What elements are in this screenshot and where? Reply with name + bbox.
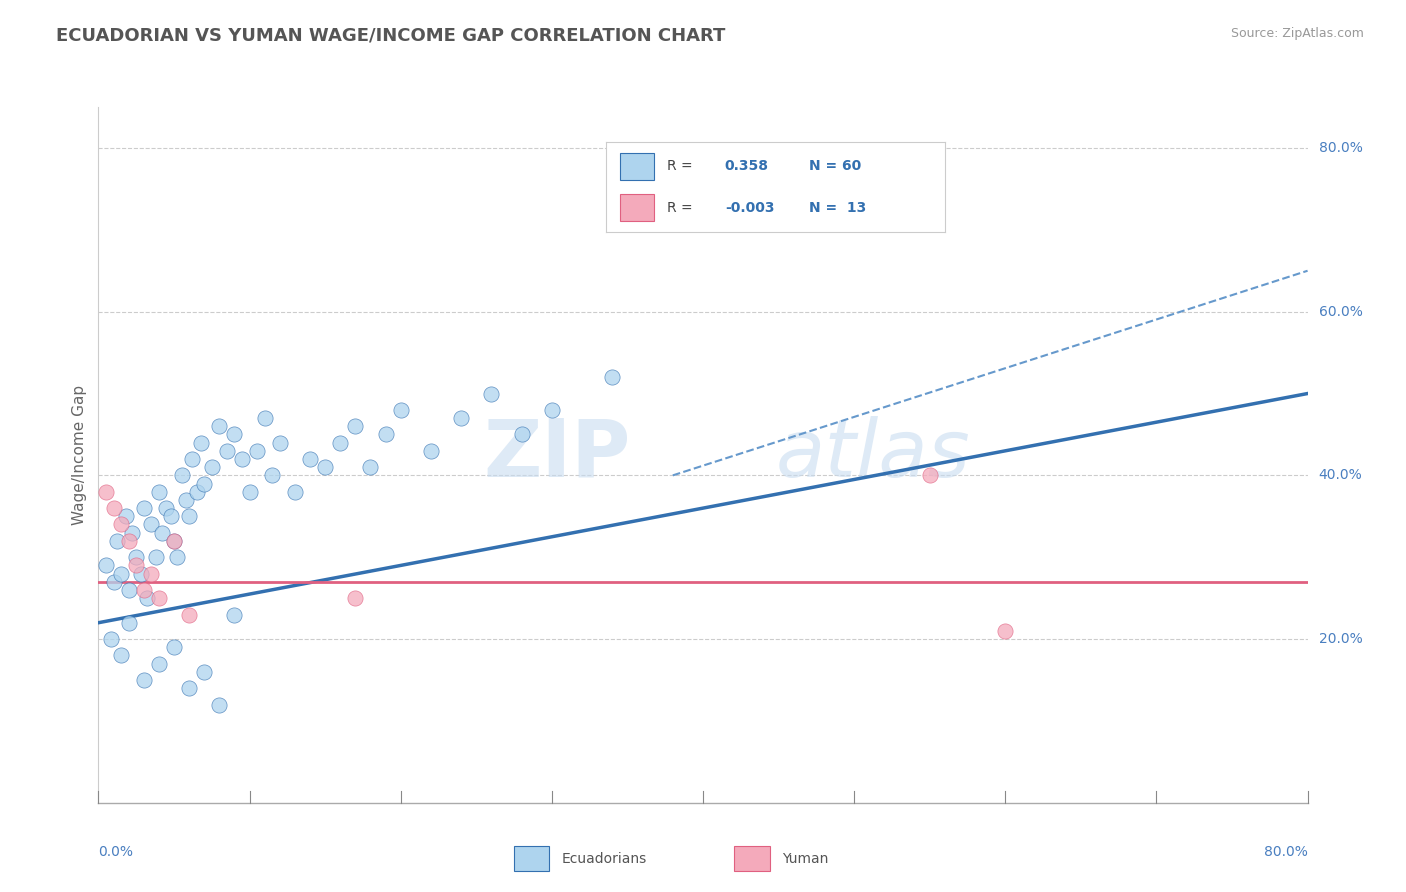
- Point: [540, 403, 562, 417]
- Point: [450, 411, 472, 425]
- Text: 40.0%: 40.0%: [1319, 468, 1362, 483]
- Point: [114, 509, 136, 524]
- Point: [132, 673, 155, 687]
- Bar: [515, 847, 550, 871]
- Point: [253, 411, 276, 425]
- Point: [166, 550, 188, 565]
- Text: Yuman: Yuman: [782, 852, 828, 865]
- Point: [160, 509, 183, 524]
- Text: ECUADORIAN VS YUMAN WAGE/INCOME GAP CORRELATION CHART: ECUADORIAN VS YUMAN WAGE/INCOME GAP CORR…: [56, 27, 725, 45]
- Point: [110, 566, 132, 581]
- Point: [121, 525, 143, 540]
- Point: [103, 574, 125, 589]
- Bar: [734, 847, 770, 871]
- Point: [269, 435, 291, 450]
- Text: atlas: atlas: [776, 416, 970, 494]
- Point: [132, 501, 155, 516]
- Point: [179, 607, 201, 622]
- Point: [374, 427, 396, 442]
- Text: 80.0%: 80.0%: [1319, 141, 1362, 155]
- Text: 20.0%: 20.0%: [1319, 632, 1362, 646]
- Point: [190, 435, 212, 450]
- Point: [163, 533, 186, 548]
- Point: [148, 657, 170, 671]
- Text: 0.0%: 0.0%: [98, 845, 134, 858]
- Point: [100, 632, 122, 646]
- Text: N = 60: N = 60: [810, 160, 862, 173]
- Point: [344, 591, 367, 606]
- Point: [201, 460, 224, 475]
- Point: [135, 591, 157, 606]
- Point: [132, 582, 155, 597]
- Point: [150, 525, 173, 540]
- Point: [481, 386, 503, 401]
- Point: [179, 681, 201, 696]
- Point: [231, 452, 253, 467]
- Point: [918, 468, 941, 483]
- Point: [193, 665, 215, 679]
- Point: [129, 566, 152, 581]
- Point: [208, 698, 231, 712]
- Point: [148, 484, 170, 499]
- Text: 80.0%: 80.0%: [1264, 845, 1308, 858]
- Point: [420, 443, 443, 458]
- Point: [208, 419, 231, 434]
- Point: [110, 648, 132, 663]
- Point: [155, 501, 177, 516]
- Bar: [620, 194, 654, 221]
- Point: [389, 403, 412, 417]
- Text: R =: R =: [668, 201, 693, 215]
- Point: [246, 443, 269, 458]
- Point: [174, 492, 197, 507]
- Point: [510, 427, 533, 442]
- Point: [344, 419, 367, 434]
- Text: 0.358: 0.358: [724, 160, 769, 173]
- Point: [145, 550, 167, 565]
- Point: [193, 476, 215, 491]
- Point: [118, 615, 141, 630]
- Point: [110, 517, 132, 532]
- Point: [141, 566, 163, 581]
- Point: [148, 591, 170, 606]
- Point: [94, 484, 117, 499]
- Point: [224, 607, 246, 622]
- Point: [224, 427, 246, 442]
- Point: [118, 582, 141, 597]
- Point: [170, 468, 193, 483]
- Point: [141, 517, 163, 532]
- Point: [118, 533, 141, 548]
- Point: [602, 370, 624, 384]
- Point: [103, 501, 125, 516]
- Point: [215, 443, 238, 458]
- Point: [125, 550, 148, 565]
- Text: 60.0%: 60.0%: [1319, 305, 1362, 318]
- Point: [994, 624, 1017, 638]
- Text: -0.003: -0.003: [724, 201, 775, 215]
- Point: [262, 468, 284, 483]
- Text: Ecuadorians: Ecuadorians: [561, 852, 647, 865]
- Point: [186, 484, 208, 499]
- Y-axis label: Wage/Income Gap: Wage/Income Gap: [72, 384, 87, 525]
- Text: Source: ZipAtlas.com: Source: ZipAtlas.com: [1230, 27, 1364, 40]
- Point: [284, 484, 307, 499]
- Text: N =  13: N = 13: [810, 201, 866, 215]
- Point: [163, 640, 186, 655]
- Point: [163, 533, 186, 548]
- Point: [125, 558, 148, 573]
- Text: ZIP: ZIP: [484, 416, 630, 494]
- Point: [360, 460, 382, 475]
- Text: R =: R =: [668, 160, 693, 173]
- Point: [299, 452, 322, 467]
- Point: [239, 484, 262, 499]
- Point: [181, 452, 204, 467]
- Point: [94, 558, 117, 573]
- Point: [179, 509, 201, 524]
- Bar: [620, 153, 654, 180]
- Point: [329, 435, 352, 450]
- Point: [105, 533, 128, 548]
- Point: [314, 460, 336, 475]
